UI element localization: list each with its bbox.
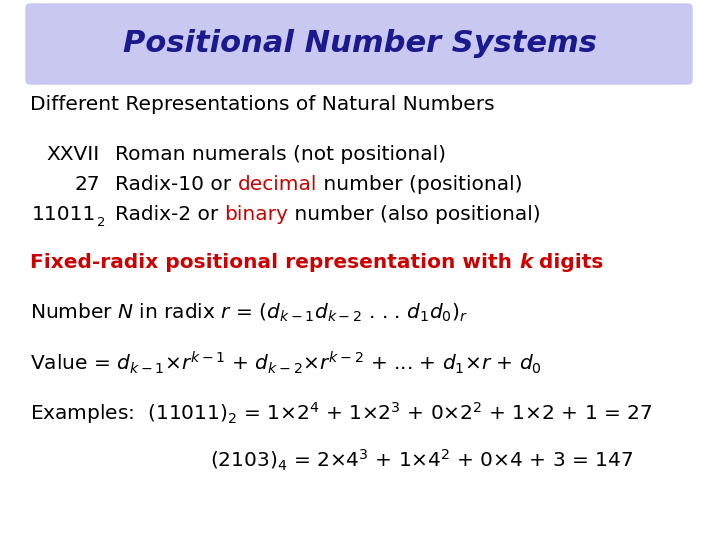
Text: decimal: decimal [238,176,317,194]
Text: Examples:  $(11011)_2$ = 1×2$^4$ + 1×2$^3$ + 0×2$^2$ + 1×2 + 1 = 27: Examples: $(11011)_2$ = 1×2$^4$ + 1×2$^3… [30,400,652,426]
Text: 11011: 11011 [32,206,96,225]
Text: k: k [519,253,532,273]
Text: Positional Number Systems: Positional Number Systems [123,30,597,58]
Text: Number $N$ in radix $r$ = ($d_{k-1}d_{k-2}$ . . . $d_1d_0$)$_r$: Number $N$ in radix $r$ = ($d_{k-1}d_{k-… [30,302,468,324]
Text: 2: 2 [97,215,106,228]
Text: Radix-2 or: Radix-2 or [115,206,225,225]
Text: Radix-10 or: Radix-10 or [115,176,238,194]
Text: binary: binary [225,206,289,225]
FancyBboxPatch shape [26,4,692,84]
Text: 27: 27 [74,176,100,194]
Text: Value = $d_{k-1}$×$r^{k-1}$ + $d_{k-2}$×$r^{k-2}$ + ... + $d_1$×$r$ + $d_0$: Value = $d_{k-1}$×$r^{k-1}$ + $d_{k-2}$×… [30,350,542,376]
Text: number (positional): number (positional) [317,176,523,194]
Text: $(2103)_4$ = 2×4$^3$ + 1×4$^2$ + 0×4 + 3 = 147: $(2103)_4$ = 2×4$^3$ + 1×4$^2$ + 0×4 + 3… [210,448,633,472]
Text: Fixed-radix positional representation with: Fixed-radix positional representation wi… [30,253,519,273]
Text: digits: digits [532,253,604,273]
Text: number (also positional): number (also positional) [289,206,541,225]
Text: Different Representations of Natural Numbers: Different Representations of Natural Num… [30,96,495,114]
Text: Roman numerals (not positional): Roman numerals (not positional) [115,145,446,165]
Text: XXVII: XXVII [47,145,100,165]
